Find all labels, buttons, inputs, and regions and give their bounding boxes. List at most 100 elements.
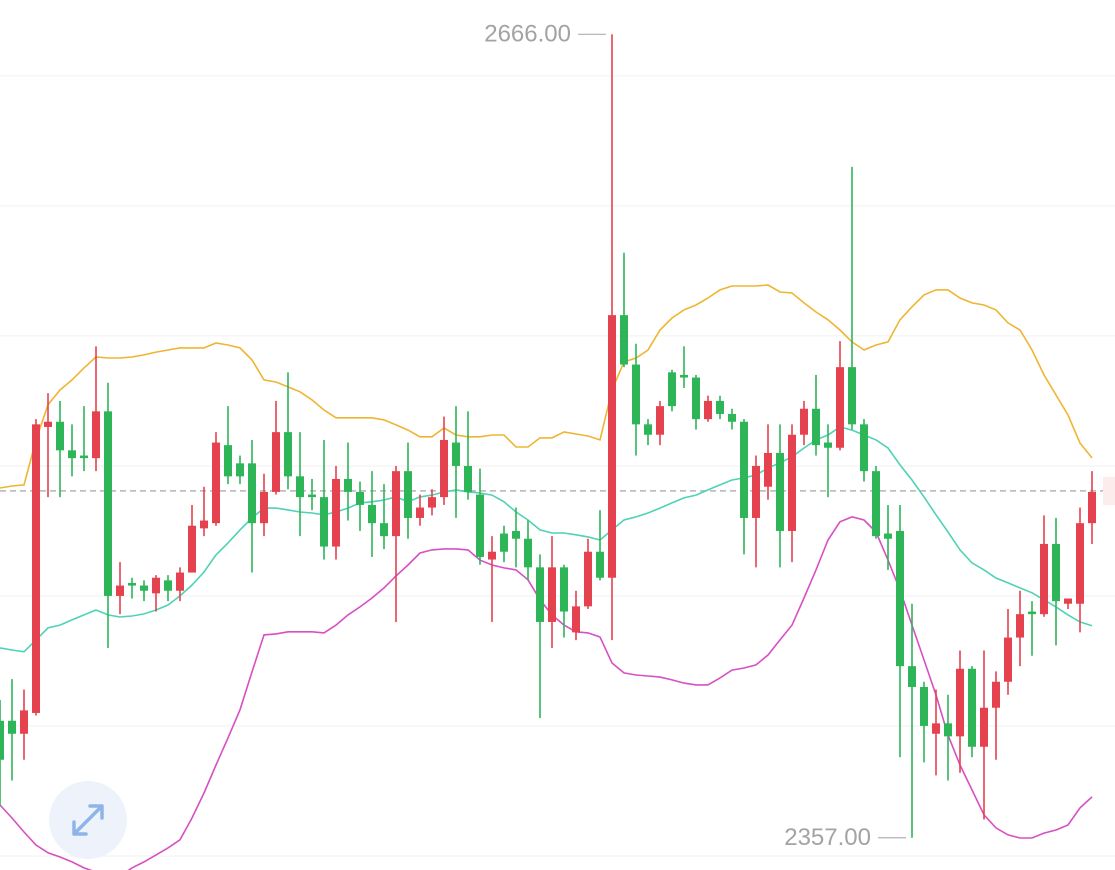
candle-body — [440, 439, 448, 498]
candle-body — [752, 465, 760, 518]
candle-body — [824, 442, 832, 448]
candle-body — [176, 572, 184, 591]
candle-body — [944, 723, 952, 737]
candle-body — [908, 666, 916, 687]
candle-body — [188, 525, 196, 573]
candle-body — [140, 585, 148, 591]
candle-body — [692, 377, 700, 420]
candle-body — [512, 530, 520, 539]
candle-body — [8, 720, 16, 734]
candle-body — [248, 463, 256, 524]
candle-body — [800, 408, 808, 435]
candle-body — [236, 463, 244, 477]
candle-body — [776, 452, 784, 531]
candle-body — [620, 315, 628, 365]
candle-body — [572, 606, 580, 633]
grid — [0, 75, 1115, 857]
candle-body — [524, 538, 532, 568]
candle-body — [872, 471, 880, 537]
candle-body — [608, 315, 616, 578]
candle-body — [356, 491, 364, 505]
candle-body — [104, 411, 112, 596]
band-line — [0, 284, 1093, 489]
expand-icon[interactable] — [72, 804, 104, 836]
candle-body — [728, 413, 736, 422]
candle-body — [1076, 523, 1084, 604]
band-line — [0, 516, 1093, 870]
candle-body — [536, 567, 544, 622]
candle-body — [284, 432, 292, 477]
candle-body — [260, 491, 268, 524]
markers: 2666.00 2357.00 — [484, 21, 906, 851]
candle-body — [344, 478, 352, 492]
candle-body — [80, 455, 88, 459]
candle-body — [44, 421, 52, 427]
candle-body — [584, 551, 592, 607]
candle-body — [116, 585, 124, 596]
candle-body — [20, 710, 28, 734]
candle-body — [464, 465, 472, 492]
candle-body — [476, 494, 484, 557]
candle-body — [224, 445, 232, 477]
candle-body — [1004, 637, 1012, 682]
candle-body — [200, 520, 208, 529]
candle-body — [212, 442, 220, 524]
candle-body — [320, 497, 328, 547]
price-tag — [1103, 477, 1115, 505]
candle-body — [836, 367, 844, 448]
candle-body — [152, 577, 160, 594]
marker-label: 2357.00 — [784, 824, 871, 851]
candle-body — [380, 523, 388, 537]
candle-body — [272, 432, 280, 492]
candle-body — [1040, 543, 1048, 615]
candle-body — [596, 551, 604, 578]
candle-body — [500, 533, 508, 552]
candle-body — [656, 406, 664, 435]
candle-body — [644, 424, 652, 435]
candle-body — [452, 442, 460, 466]
candle-body — [416, 507, 424, 518]
candle-body — [488, 551, 496, 560]
candle-body — [128, 582, 136, 586]
candle-body — [404, 471, 412, 518]
candle-body — [788, 434, 796, 531]
candle-body — [968, 668, 976, 747]
candle-body — [428, 497, 436, 508]
candle-body — [560, 567, 568, 612]
candle-body — [56, 421, 64, 451]
candle-body — [296, 476, 304, 498]
candle-body — [932, 723, 940, 734]
bands — [0, 284, 1093, 870]
candle-body — [332, 478, 340, 547]
candle-body — [980, 707, 988, 747]
candles — [0, 34, 1096, 838]
candle-body — [848, 367, 856, 425]
candle-body — [308, 494, 316, 498]
candle-body — [68, 450, 76, 459]
candle-body — [1016, 614, 1024, 638]
candle-body — [860, 424, 868, 472]
candle-body — [0, 720, 4, 760]
candle-body — [812, 408, 820, 446]
candle-body — [92, 411, 100, 459]
candle-body — [632, 364, 640, 425]
candle-body — [392, 471, 400, 537]
expand-button[interactable] — [49, 781, 127, 859]
candle-body — [716, 400, 724, 414]
candle-body — [1088, 491, 1096, 524]
candle-body — [680, 374, 688, 378]
candle-body — [956, 668, 964, 737]
marker-label: 2666.00 — [484, 21, 571, 48]
candle-body — [548, 567, 556, 622]
candle-body — [740, 421, 748, 518]
candle-body — [704, 400, 712, 420]
candle-body — [32, 424, 40, 713]
candle-body — [668, 372, 676, 407]
candle-body — [1052, 543, 1060, 602]
candle-body — [764, 452, 772, 487]
band-line — [0, 426, 1093, 653]
candle-body — [992, 681, 1000, 708]
candle-body — [1064, 598, 1072, 604]
